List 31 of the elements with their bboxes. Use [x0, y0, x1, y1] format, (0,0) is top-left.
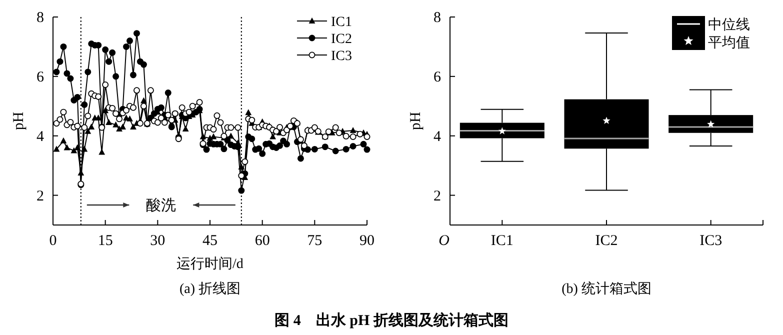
y-tick-label: 2	[36, 188, 44, 204]
text: (b) 统计箱式图	[562, 281, 652, 297]
x-tick-label: 75	[307, 233, 322, 249]
legend-label: IC3	[331, 49, 352, 64]
x-tick-label: 0	[49, 233, 57, 249]
x-tick-label: 30	[150, 233, 166, 249]
x-tick-label: 60	[254, 233, 270, 249]
text: O	[438, 233, 450, 249]
x-axis-title: 运行时间/d	[176, 256, 244, 272]
y-axis-title: pH	[11, 112, 27, 130]
legend-label: IC1	[331, 15, 352, 30]
x-tick-label: 45	[202, 233, 218, 249]
x-tick-label: 90	[360, 233, 374, 249]
y-tick-label: 4	[36, 128, 44, 145]
caption: 图 4 出水 pH 折线图及统计箱式图	[274, 312, 508, 329]
y-axis-title: pH	[408, 112, 424, 130]
x-tick-label: IC1	[490, 233, 514, 249]
text: (a) 折线图	[179, 281, 241, 297]
annotation: 中位线	[708, 17, 750, 33]
legend-label: IC2	[331, 32, 352, 47]
annotation: 平均值	[708, 35, 750, 51]
y-tick-label: 8	[36, 10, 44, 26]
x-tick-label: IC3	[700, 233, 722, 249]
y-tick-label: 4	[434, 128, 442, 145]
x-tick-label: IC2	[595, 233, 618, 249]
annotation: 酸洗	[146, 197, 176, 214]
y-tick-label: 2	[434, 188, 441, 204]
y-tick-label: 8	[434, 10, 441, 26]
y-tick-label: 6	[36, 69, 44, 86]
y-tick-label: 6	[434, 69, 442, 86]
x-tick-label: 15	[98, 233, 113, 249]
